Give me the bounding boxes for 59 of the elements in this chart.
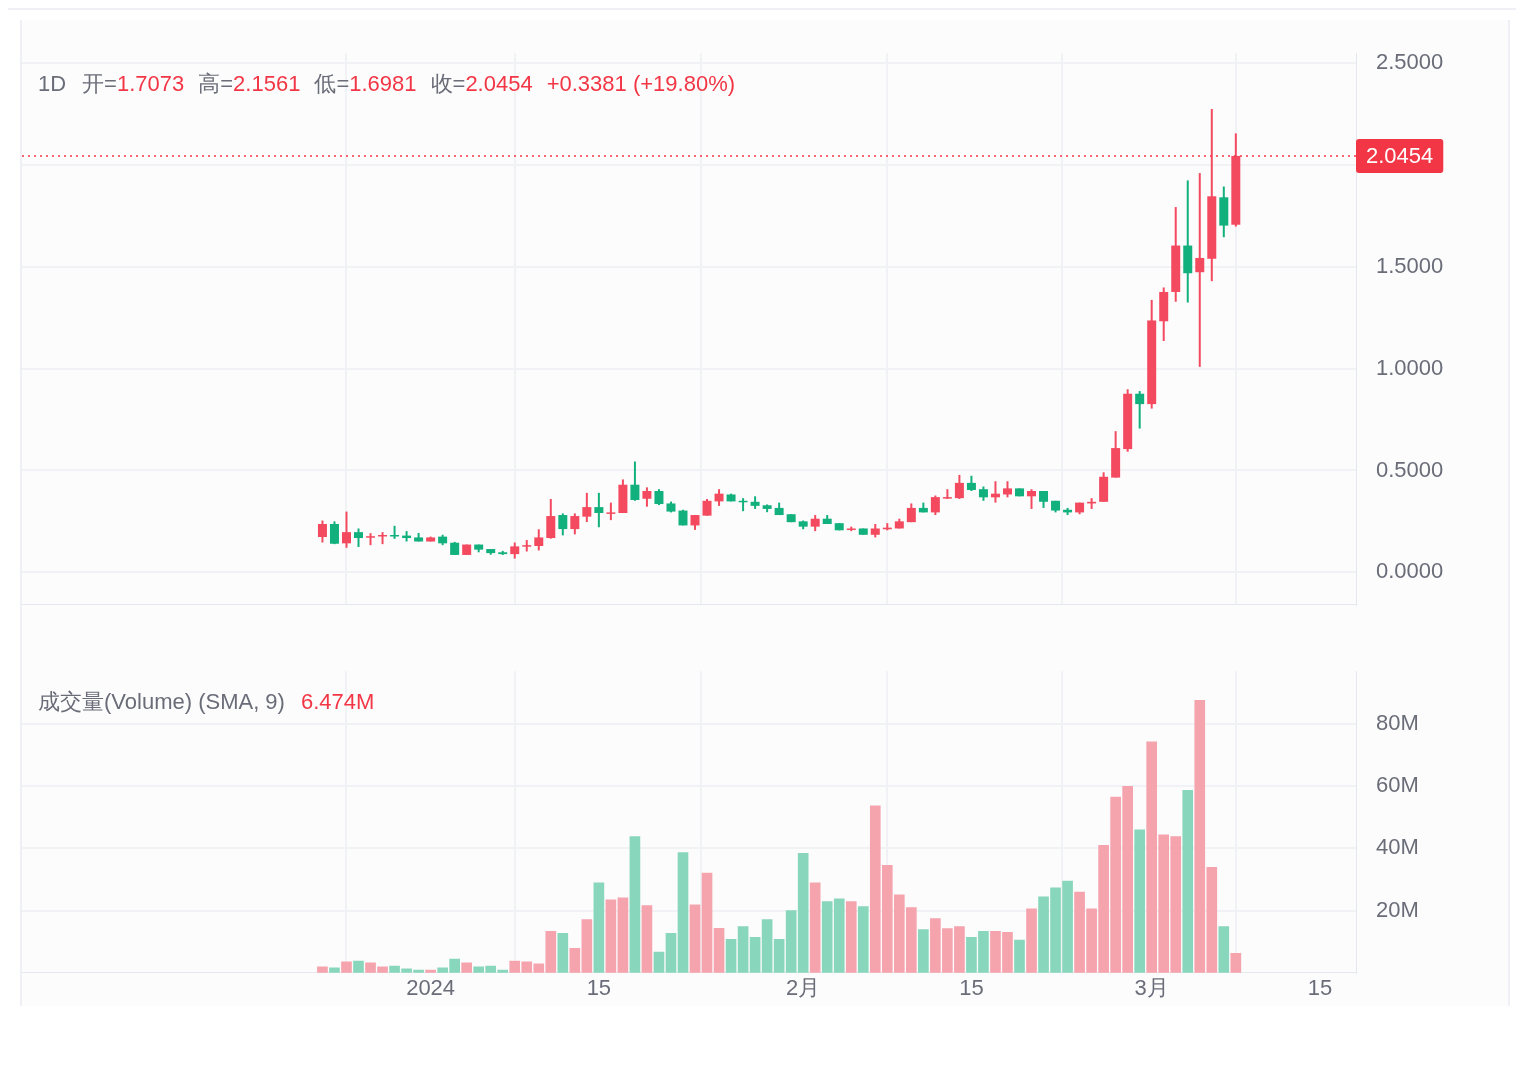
annotation: 开=1.7073 — [82, 71, 185, 97]
bar — [569, 947, 581, 973]
annotation: 6.474M — [300, 689, 375, 715]
y-tick-label: 0.5000 — [1376, 456, 1444, 482]
bar — [629, 836, 641, 973]
bar — [1026, 908, 1037, 973]
bar — [713, 928, 725, 973]
bar — [605, 899, 617, 973]
ref-line-label: 2.0454 — [1366, 142, 1434, 168]
bar — [581, 919, 593, 973]
bar — [617, 897, 629, 973]
bar — [737, 926, 749, 973]
bar — [725, 938, 737, 973]
x-tick-label: 2月 — [786, 975, 821, 1001]
y-tick-label: 40M — [1376, 834, 1419, 860]
annotation: 低=1.6981 — [314, 71, 417, 97]
bar — [1014, 939, 1025, 973]
y-tick-label: 1.5000 — [1376, 252, 1444, 278]
bar — [845, 901, 857, 973]
bar — [689, 904, 701, 973]
bar — [749, 937, 761, 973]
bar — [773, 938, 785, 973]
bar — [1182, 789, 1194, 973]
bar — [701, 872, 713, 973]
bar — [329, 967, 340, 973]
bar — [918, 929, 929, 973]
y-tick-label: 20M — [1376, 896, 1419, 922]
bar — [761, 919, 773, 973]
x-tick-label: 15 — [1307, 975, 1333, 1001]
bar — [341, 961, 352, 973]
bar — [857, 906, 869, 973]
bar — [797, 853, 809, 973]
y-tick-label: 0.0000 — [1376, 558, 1444, 584]
candlestick — [1195, 173, 1205, 367]
x-tick-label: 3月 — [1134, 975, 1169, 1001]
bar — [461, 962, 472, 973]
annotation: +0.3381 (+19.80%) — [546, 71, 736, 97]
bar — [1230, 952, 1242, 973]
y-tick-label: 80M — [1376, 710, 1419, 736]
x-tick-label: 15 — [959, 975, 984, 1001]
annotation: 收=2.0454 — [430, 71, 533, 97]
text: 成交量(Volume) (SMA, 9) — [38, 689, 285, 715]
bar — [809, 882, 821, 973]
bar — [593, 882, 605, 973]
bar — [785, 910, 797, 973]
y-tick-label: 2.5000 — [1376, 49, 1444, 75]
bar — [1134, 829, 1146, 973]
bar — [1218, 926, 1230, 973]
bar — [665, 932, 677, 973]
x-tick-label: 2024 — [406, 975, 456, 1001]
x-tick-label: 15 — [586, 975, 612, 1001]
bar — [557, 932, 569, 973]
annotation: 高=2.1561 — [198, 71, 301, 97]
text: 1D — [38, 71, 67, 97]
y-tick-label: 1.0000 — [1376, 354, 1444, 380]
y-tick-label: 60M — [1376, 772, 1419, 798]
bar — [641, 905, 653, 973]
bar — [353, 960, 364, 973]
bar — [677, 852, 689, 973]
